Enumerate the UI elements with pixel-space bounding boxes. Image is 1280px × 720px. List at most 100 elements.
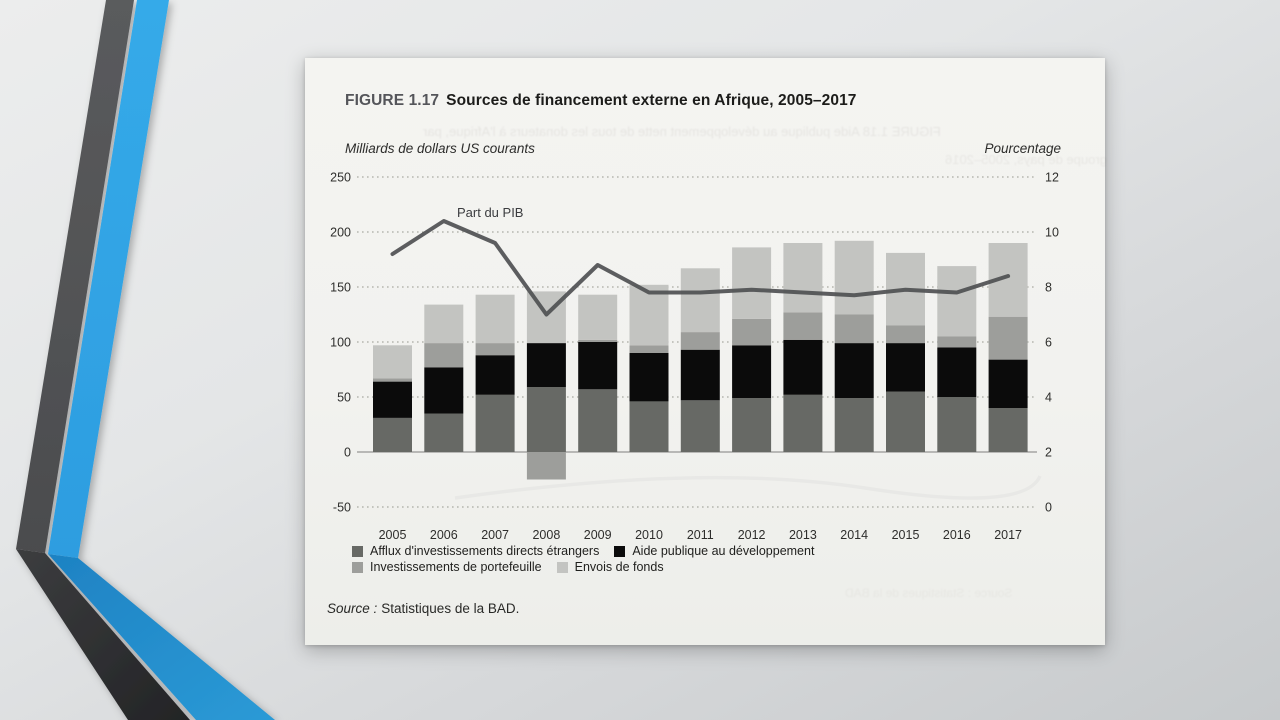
blue-ribbon-upper [48, 0, 169, 558]
bar-segment [680, 349, 720, 401]
gray-ribbon-upper [16, 0, 134, 553]
bar-segment [988, 359, 1028, 408]
bar-segment [475, 294, 515, 344]
left-axis-tick: -50 [333, 501, 351, 515]
bar-segment [373, 378, 412, 382]
bar-segment [680, 400, 720, 452]
bar-segment [373, 345, 412, 379]
legend-label: Envois de fonds [574, 560, 664, 574]
bar-segment [834, 240, 874, 315]
bar-segment [680, 268, 720, 333]
bar-segment [475, 343, 515, 356]
chart-legend: Afflux d'investissements directs étrange… [352, 544, 814, 574]
bar-segment [526, 452, 566, 480]
bar-segment [629, 345, 669, 353]
figure-title-text: Sources de financement externe en Afriqu… [446, 92, 857, 109]
left-axis-tick: 250 [330, 171, 351, 185]
bar-segment [732, 398, 772, 452]
bar-segment [424, 367, 464, 414]
bar-segment [834, 314, 874, 344]
bar-segment [424, 304, 464, 344]
bleed-curve-artifact [454, 475, 1042, 500]
bar-segment [629, 284, 669, 346]
figure-title: FIGURE 1.17 Sources de financement extern… [345, 92, 857, 110]
right-axis-tick: 8 [1045, 281, 1052, 295]
source-prefix: Source : [327, 601, 378, 616]
right-axis-title: Pourcentage [984, 141, 1061, 156]
legend-swatch [352, 545, 363, 557]
gdp-share-line [390, 219, 1011, 317]
left-axis-tick: 200 [330, 226, 351, 240]
stacked-bar-line-chart: 250 12 200 10 150 8 100 6 50 4 0 2 -50 0 2005 2006 2007 2… [330, 171, 1059, 543]
blue-ribbon-lower [48, 554, 275, 720]
legend-label: Investissements de portefeuille [370, 560, 542, 574]
x-axis-year-label: 2006 [430, 528, 458, 542]
bar-segment [475, 355, 515, 395]
source-text: Statistiques de la BAD. [381, 601, 520, 616]
right-axis-tick: 12 [1045, 171, 1059, 185]
legend-item: Envois de fonds [556, 560, 664, 574]
legend-row: Investissements de portefeuille Envois de… [352, 560, 814, 574]
x-axis-year-label: 2015 [892, 528, 920, 542]
bar-segment [783, 312, 823, 340]
legend-item: Afflux d'investissements directs étrange… [352, 544, 599, 558]
x-axis-year-label: 2009 [584, 528, 612, 542]
x-axis-year-label: 2012 [738, 528, 766, 542]
gdp-share-line-label: Part du PIB [457, 205, 524, 220]
bar-segment [834, 398, 874, 452]
bar-segment [475, 394, 515, 452]
x-axis-year-label: 2013 [789, 528, 817, 542]
x-axis-year-label: 2017 [994, 528, 1022, 542]
bar-segment [424, 343, 464, 368]
right-axis-tick: 6 [1045, 336, 1052, 350]
right-axis-tick: 0 [1045, 501, 1052, 515]
bar-segment [732, 345, 772, 399]
figure-number: FIGURE 1.17 [345, 92, 440, 109]
legend-swatch [352, 561, 363, 573]
legend-label: Afflux d'investissements directs étrange… [370, 544, 600, 558]
bar-segment [629, 353, 669, 402]
bar-segment [937, 336, 977, 348]
bar-segment [424, 413, 464, 452]
bar-segment [886, 325, 925, 344]
bar-segment [578, 339, 618, 342]
bar-segment [578, 389, 618, 452]
bar-segment [373, 381, 412, 418]
legend-label: Aide publique au développement [632, 544, 815, 558]
right-axis-tick: 4 [1045, 391, 1052, 405]
x-axis-year-label: 2016 [943, 528, 971, 542]
figure-panel: FIGURE 1.18 Aide publique au développeme… [305, 58, 1107, 645]
bar-segment [783, 243, 823, 313]
bar-segment [526, 387, 566, 452]
left-axis-title: Milliards de dollars US courants [345, 141, 535, 156]
legend-item: Aide publique au développement [614, 544, 814, 558]
legend-swatch [614, 545, 626, 557]
left-axis-tick: 100 [330, 336, 351, 350]
bar-segment [732, 247, 772, 319]
bar-segment [783, 339, 823, 395]
x-axis-year-label: 2007 [481, 528, 509, 542]
bar-segment [937, 347, 977, 397]
x-axis-year-label: 2010 [635, 528, 663, 542]
left-axis-tick: 50 [337, 391, 351, 405]
left-axis-tick: 150 [330, 281, 351, 295]
legend-item: Investissements de portefeuille [352, 560, 542, 574]
bar-segment [886, 391, 925, 452]
bar-segment [988, 408, 1028, 452]
bar-segment [629, 401, 669, 452]
bar-segment [732, 318, 772, 346]
bar-segment [578, 342, 618, 390]
bar-segment [937, 266, 977, 337]
bar-segment [373, 417, 412, 452]
x-axis-year-label: 2011 [687, 528, 714, 542]
source-note: Source : Statistiques de la BAD. [327, 601, 519, 616]
gray-ribbon-lower [16, 549, 190, 720]
x-axis-year-label: 2014 [840, 528, 868, 542]
bar-segment [834, 343, 874, 399]
bar-segment [988, 316, 1028, 360]
legend-swatch [556, 561, 568, 573]
bar-segment [680, 332, 720, 350]
left-axis-tick: 0 [344, 446, 351, 460]
